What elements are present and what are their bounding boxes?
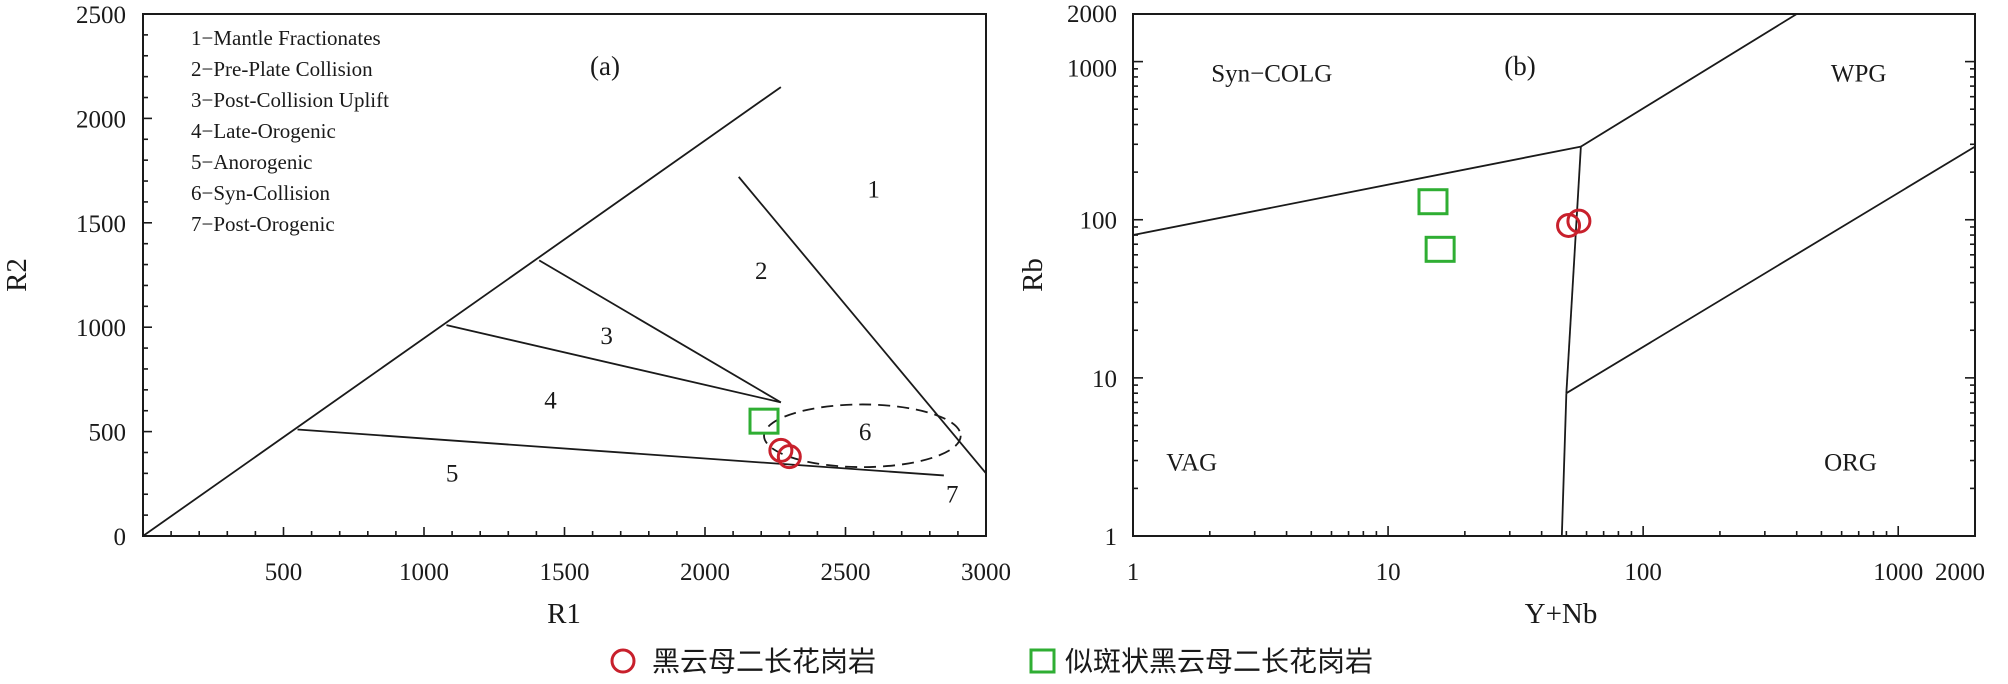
legend-circle-label: 黑云母二长花岗岩	[652, 645, 876, 678]
field-legend-item: 7−Post-Orogenic	[191, 212, 335, 236]
y-tick-label-b: 100	[1080, 208, 1118, 235]
x-tick-label-a: 1500	[540, 559, 590, 586]
y-tick-label-a: 1000	[76, 315, 126, 342]
boundary-line-b	[1565, 146, 1582, 394]
field-label-b: WPG	[1831, 60, 1887, 87]
field-labels-a: 1 2 3 4 5 6 7	[446, 177, 959, 509]
x-tick-label-b: 1	[1127, 559, 1140, 586]
field-label-b: ORG	[1824, 449, 1877, 476]
boundary-line-b	[1560, 393, 1568, 537]
boundary-line-a	[538, 259, 782, 404]
boundary-line-a	[297, 428, 944, 477]
y-tick-label-b: 1	[1105, 524, 1118, 551]
x-tick-label-a: 1000	[399, 559, 449, 586]
boundary-line-a	[142, 86, 782, 537]
boundary-line-b	[1580, 13, 1798, 148]
x-tick-label-a: 500	[265, 559, 303, 586]
field-labels-b: Syn−COLG WPG VAG ORG	[1166, 60, 1886, 476]
y-tick-label-a: 500	[89, 420, 127, 447]
plot-frame-b	[1132, 13, 1976, 537]
field-label-a: 3	[600, 323, 613, 350]
boundary-line-b	[1565, 145, 1976, 394]
field-label-a: 6	[859, 419, 872, 446]
data-points-a	[748, 407, 802, 470]
boundary-line-b	[1132, 145, 1582, 236]
axis-ticks-a	[142, 13, 987, 537]
y-tick-label-b: 10	[1092, 366, 1117, 393]
field-label-b: Syn−COLG	[1211, 60, 1332, 87]
y-tick-label-a: 2500	[76, 2, 126, 29]
legend-square-label: 似斑状黑云母二长花岗岩	[1065, 645, 1373, 678]
y-tick-label-b: 1000	[1067, 56, 1117, 83]
x-tick-label-a: 3000	[961, 559, 1011, 586]
field-legend-item: 5−Anorogenic	[191, 150, 312, 174]
field-label-a: 2	[755, 258, 768, 285]
y-axis-label-b: Rb	[1017, 258, 1049, 292]
boundary-line-a	[738, 176, 987, 474]
square-point-a	[748, 407, 780, 435]
field-label-b: VAG	[1166, 449, 1217, 476]
x-tick-label-b: 2000	[1935, 559, 1985, 586]
rb-ynb-diagram: 1 10 100 1000 2000 1 10 100 1000 2000 Syn−COLG WP…	[1017, 1, 1985, 630]
field-legend-item: 1−Mantle Fractionates	[191, 26, 381, 50]
y-tick-label-a: 0	[114, 524, 127, 551]
field-label-a: 7	[946, 482, 959, 509]
square-point-b	[1424, 235, 1456, 263]
r1-r2-diagram: 500 1000 1500 2000 2500 3000 0 500 1000 1500 2000…	[1, 2, 1011, 630]
x-axis-label-a: R1	[547, 598, 581, 630]
x-tick-labels-b: 1 10 100 1000 2000	[1127, 559, 1985, 586]
square-point-b	[1417, 188, 1449, 216]
syn-collision-ellipse	[763, 403, 962, 468]
panel-label-b: (b)	[1504, 51, 1535, 81]
circle-point-a	[776, 444, 802, 470]
legend-circle-marker	[610, 648, 636, 674]
field-boundaries-a	[142, 86, 987, 537]
axis-ticks-b	[1132, 13, 1976, 537]
x-tick-label-a: 2500	[821, 559, 871, 586]
field-legend-a: 1−Mantle Fractionates 2−Pre-Plate Collisi…	[191, 26, 389, 236]
y-axis-label-a: R2	[1, 258, 33, 292]
x-axis-label-b: Y+Nb	[1525, 598, 1598, 630]
field-label-a: 5	[446, 461, 459, 488]
y-tick-label-b: 2000	[1067, 1, 1117, 28]
field-boundaries-b	[1132, 13, 1976, 537]
boundary-line-a	[446, 324, 782, 404]
x-tick-label-a: 2000	[680, 559, 730, 586]
x-tick-labels-a: 500 1000 1500 2000 2500 3000	[265, 559, 1011, 586]
x-tick-label-b: 100	[1624, 559, 1662, 586]
field-legend-item: 4−Late-Orogenic	[191, 119, 336, 143]
x-tick-label-b: 10	[1376, 559, 1401, 586]
legend-square-marker	[1029, 648, 1056, 674]
field-legend-item: 6−Syn-Collision	[191, 181, 331, 205]
field-legend-item: 3−Post-Collision Uplift	[191, 88, 389, 112]
x-tick-label-b: 1000	[1873, 559, 1923, 586]
field-label-a: 1	[867, 177, 880, 204]
panel-label-a: (a)	[590, 51, 620, 81]
field-legend-item: 2−Pre-Plate Collision	[191, 57, 373, 81]
sample-legend: 黑云母二长花岗岩 似斑状黑云母二长花岗岩	[610, 645, 1373, 678]
y-tick-label-a: 1500	[76, 211, 126, 238]
y-tick-labels-a: 0 500 1000 1500 2000 2500	[76, 2, 126, 551]
data-points-b	[1417, 188, 1592, 263]
y-tick-labels-b: 1 10 100 1000 2000	[1067, 1, 1117, 551]
y-tick-label-a: 2000	[76, 106, 126, 133]
circle-point-b	[1566, 208, 1592, 234]
field-label-a: 4	[544, 388, 557, 415]
